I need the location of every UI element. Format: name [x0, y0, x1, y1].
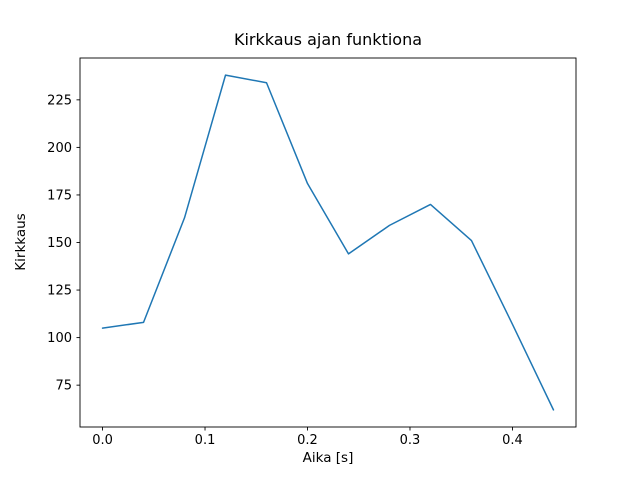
- svg-text:0.2: 0.2: [297, 433, 318, 448]
- svg-text:0.3: 0.3: [400, 433, 421, 448]
- y-axis-label: Kirkkaus: [13, 213, 29, 270]
- x-axis-label: Aika [s]: [303, 450, 354, 466]
- svg-text:100: 100: [47, 331, 72, 346]
- svg-text:0.1: 0.1: [195, 433, 216, 448]
- axis-ticks: [76, 99, 513, 431]
- svg-text:125: 125: [47, 284, 72, 299]
- svg-text:0.0: 0.0: [92, 433, 113, 448]
- svg-text:75: 75: [55, 379, 72, 394]
- svg-text:175: 175: [47, 188, 72, 203]
- chart-title: Kirkkaus ajan funktiona: [234, 30, 422, 49]
- svg-text:0.4: 0.4: [502, 433, 523, 448]
- axes-spines: [79, 57, 577, 428]
- svg-text:225: 225: [47, 93, 72, 108]
- axis-tick-labels: 0.0 0.1 0.2 0.3 0.4 75 100 125 150 175 200 225: [47, 93, 523, 448]
- svg-text:150: 150: [47, 236, 72, 251]
- svg-text:200: 200: [47, 141, 72, 156]
- line-series: [101, 74, 555, 411]
